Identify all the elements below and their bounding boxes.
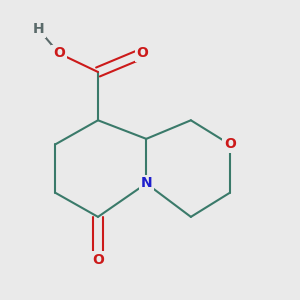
Text: O: O bbox=[53, 46, 65, 60]
Text: H: H bbox=[33, 22, 44, 36]
Text: O: O bbox=[136, 46, 148, 60]
Text: N: N bbox=[140, 176, 152, 190]
Text: O: O bbox=[224, 137, 236, 152]
Text: O: O bbox=[92, 253, 104, 267]
